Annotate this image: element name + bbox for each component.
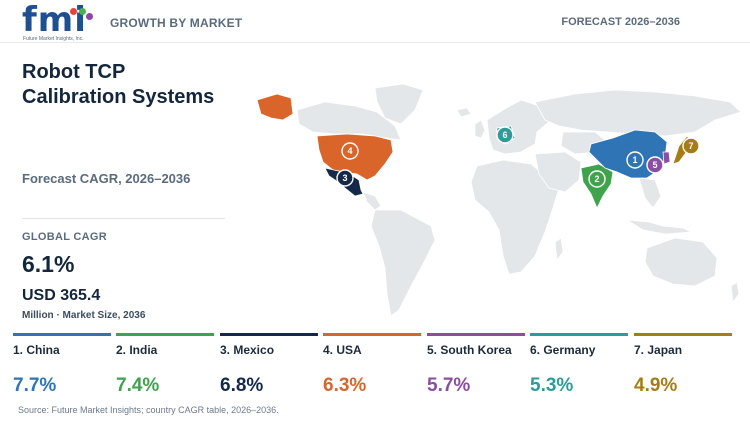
country-name: 1. China — [13, 343, 60, 357]
country-card-india: 2. India 7.4% — [116, 333, 214, 403]
map-marker-rank: 1 — [632, 155, 637, 165]
map-marker-rank: 5 — [652, 160, 657, 170]
logo-wordmark: fmi — [22, 0, 87, 40]
map-marker-germany[interactable]: 6 — [496, 126, 514, 144]
map-marker-rank: 7 — [688, 141, 693, 151]
map-marker-circle — [588, 170, 606, 188]
country-cagr-row: 1. China 7.7% 2. India 7.4% 3. Mexico 6.… — [0, 333, 750, 403]
land-indonesia — [626, 219, 693, 235]
source-note: Source: Future Market Insights; country … — [18, 405, 279, 415]
country-color-bar — [427, 333, 525, 336]
country-name: 5. South Korea — [427, 343, 512, 357]
country-cagr: 4.9% — [634, 375, 678, 396]
country-name: 4. USA — [323, 343, 362, 357]
map-marker-south-korea[interactable]: 5 — [646, 156, 664, 174]
map-marker-rank: 6 — [502, 130, 507, 140]
map-marker-china[interactable]: 1 — [626, 151, 644, 169]
country-name: 2. India — [116, 343, 158, 357]
land-middle-east — [534, 151, 582, 193]
global-cagr-label: GLOBAL CAGR — [22, 231, 107, 243]
page-title: Robot TCP Calibration Systems — [22, 61, 215, 108]
country-name: 3. Mexico — [220, 343, 275, 357]
country-cagr: 5.3% — [530, 375, 574, 396]
region-alaska — [256, 93, 294, 121]
map-marker-japan[interactable]: 7 — [682, 137, 700, 155]
section-label: GROWTH BY MARKET — [110, 16, 243, 30]
map-marker-usa[interactable]: 4 — [341, 142, 359, 160]
land-new-zealand — [730, 281, 740, 304]
map-marker-rank: 3 — [342, 173, 347, 183]
page-subtitle: Forecast CAGR, 2026–2036 — [22, 171, 191, 186]
country-cagr: 7.7% — [13, 375, 57, 396]
country-color-bar — [323, 333, 421, 336]
map-marker-circle — [626, 151, 644, 169]
land-madagascar — [554, 237, 564, 262]
map-marker-circle — [341, 142, 359, 160]
logo-dot-green — [79, 8, 86, 15]
market-size-value: USD 365.4 — [22, 287, 101, 304]
land-south-america — [370, 209, 436, 317]
logo-dot-red — [70, 8, 77, 15]
map-marker-circle — [336, 169, 354, 187]
forecast-label: FORECAST 2026–2036 — [561, 16, 680, 28]
map-marker-mexico[interactable]: 3 — [336, 169, 354, 187]
country-cagr: 6.8% — [220, 375, 264, 396]
country-card-china: 1. China 7.7% — [13, 333, 111, 403]
map-marker-rank: 2 — [594, 174, 599, 184]
country-color-bar — [220, 333, 318, 336]
map-marker-circle — [646, 156, 664, 174]
land-central-america — [362, 191, 382, 211]
logo-dot-purple — [86, 13, 93, 20]
map-marker-circle — [682, 137, 700, 155]
logo-tagline: Future Market Insights, Inc. — [23, 36, 84, 42]
land-uk — [474, 119, 486, 139]
region-south-korea — [662, 151, 671, 165]
land-southeast-asia — [638, 177, 662, 209]
country-card-germany: 6. Germany 5.3% — [530, 333, 628, 403]
country-color-bar — [634, 333, 732, 336]
fmi-logo[interactable]: fmi Future Market Insights, Inc. — [22, 2, 94, 42]
land-greenland — [374, 83, 424, 125]
country-card-mexico: 3. Mexico 6.8% — [220, 333, 318, 403]
land-iceland — [456, 107, 472, 118]
country-card-south-korea: 5. South Korea 5.7% — [427, 333, 525, 403]
map-marker-circle — [496, 126, 514, 144]
country-color-bar — [116, 333, 214, 336]
country-color-bar — [13, 333, 111, 336]
country-cagr: 6.3% — [323, 375, 367, 396]
global-cagr-value: 6.1% — [22, 251, 75, 277]
world-map: 1 2 3 4 5 6 7 — [256, 83, 742, 317]
header: fmi Future Market Insights, Inc. GROWTH … — [0, 0, 750, 43]
country-name: 7. Japan — [634, 343, 683, 357]
market-size-label: Million · Market Size, 2036 — [22, 310, 146, 321]
country-card-japan: 7. Japan 4.9% — [634, 333, 732, 403]
land-canada — [296, 101, 402, 141]
map-marker-india[interactable]: 2 — [588, 170, 606, 188]
country-cagr: 5.7% — [427, 375, 471, 396]
country-card-usa: 4. USA 6.3% — [323, 333, 421, 403]
country-color-bar — [530, 333, 628, 336]
divider — [22, 218, 225, 219]
country-name: 6. Germany — [530, 343, 596, 357]
country-cagr: 7.4% — [116, 375, 160, 396]
map-markers: 1 2 3 4 5 6 7 — [336, 126, 700, 188]
land-australia — [644, 237, 718, 287]
map-marker-rank: 4 — [347, 146, 352, 156]
land-russia — [534, 89, 742, 137]
